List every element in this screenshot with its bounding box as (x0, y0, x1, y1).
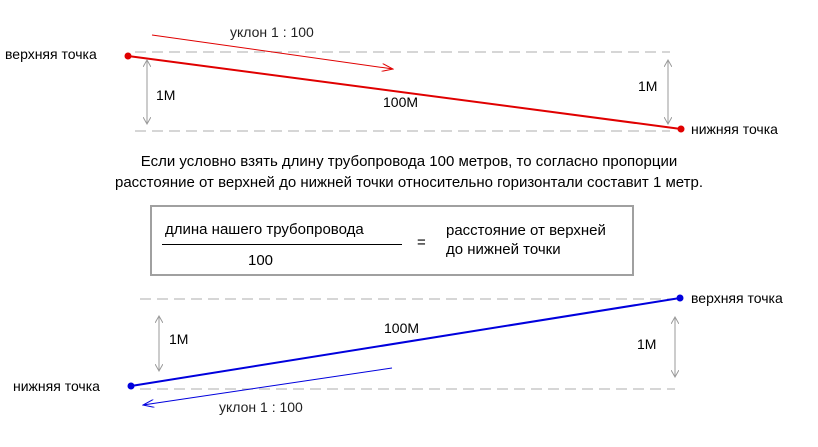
top-left-height-label: 1М (156, 87, 175, 103)
top-diagram: верхняя точка нижняя точка уклон 1 : 100… (5, 24, 778, 137)
bottom-length-label: 100М (384, 320, 419, 336)
bottom-slope-arrow (143, 367, 393, 405)
top-slope-arrow (151, 34, 393, 69)
bottom-left-height-label: 1М (169, 331, 188, 347)
formula-box: длина нашего трубопровода 100 = расстоян… (150, 205, 634, 276)
formula-equals-sign: = (417, 234, 426, 251)
formula-result-line-2: до нижней точки (446, 241, 561, 258)
formula-denominator: 100 (248, 252, 274, 269)
bottom-lower-point (127, 382, 135, 390)
top-lower-point-label: нижняя точка (691, 121, 778, 137)
bottom-right-height-label: 1М (637, 336, 656, 352)
top-slope-label: уклон 1 : 100 (230, 24, 314, 40)
bottom-slope-label: уклон 1 : 100 (219, 399, 303, 415)
top-pipe-line (127, 55, 682, 130)
formula-result-line-1: расстояние от верхней (446, 222, 606, 239)
top-lower-point (677, 125, 685, 133)
bottom-lower-point-label: нижняя точка (13, 378, 100, 394)
top-right-height-label: 1М (638, 78, 657, 94)
top-upper-point-label: верхняя точка (5, 46, 97, 62)
explanation-line-2: расстояние от верхней до нижней точки от… (115, 174, 703, 191)
bottom-upper-point (676, 294, 684, 302)
top-upper-point (124, 52, 132, 60)
top-length-label: 100М (383, 94, 418, 110)
bottom-pipe-line (130, 297, 681, 387)
fraction-bar (162, 244, 402, 245)
explanation-line-1: Если условно взять длину трубопровода 10… (140, 153, 678, 170)
formula-numerator: длина нашего трубопровода (165, 221, 364, 238)
bottom-upper-point-label: верхняя точка (691, 290, 783, 306)
bottom-diagram: верхняя точка нижняя точка уклон 1 : 100… (13, 290, 783, 415)
